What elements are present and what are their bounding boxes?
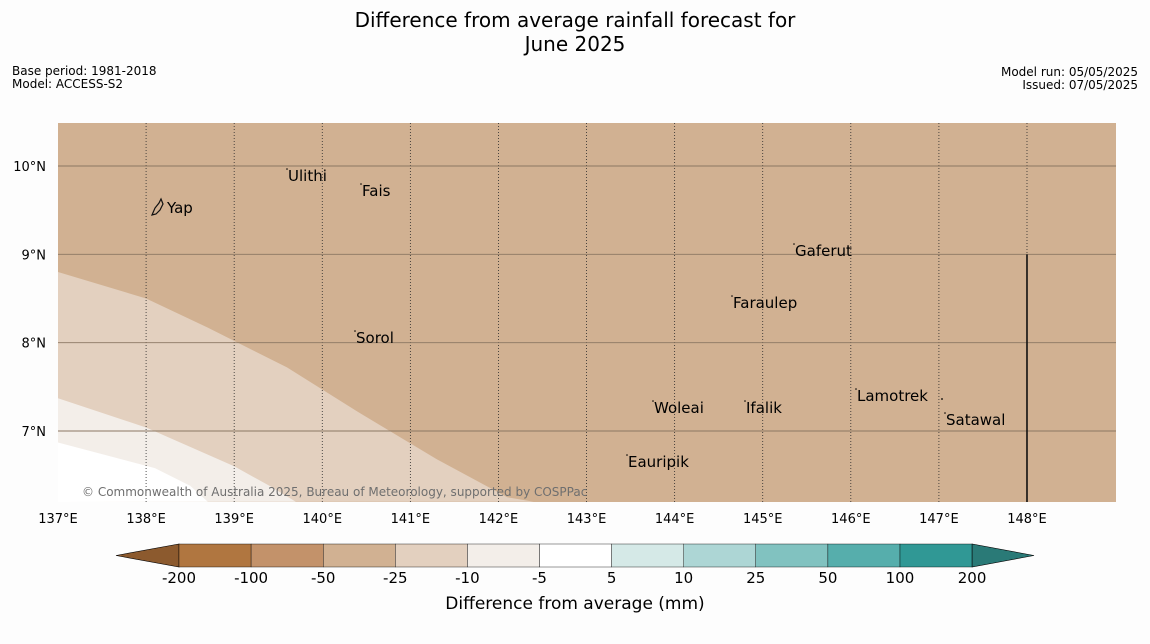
lon-tick-label: 138°E bbox=[126, 512, 166, 527]
colorbar-tick-label: -100 bbox=[234, 569, 268, 587]
colorbar-tick-label: -10 bbox=[455, 569, 480, 587]
island-dot bbox=[731, 295, 733, 297]
colorbar-tick-label: -50 bbox=[311, 569, 336, 587]
colorbar-label: Difference from average (mm) bbox=[445, 594, 705, 614]
base-info: Base period: 1981-2018 Model: ACCESS-S2 bbox=[12, 65, 157, 91]
colorbar-tick-label: 200 bbox=[958, 569, 987, 587]
island-dot bbox=[286, 168, 288, 170]
place-label-woleai: Woleai bbox=[654, 399, 704, 417]
island-dot bbox=[941, 398, 943, 400]
colorbar-segment bbox=[395, 543, 468, 568]
colorbar-tick-label: -200 bbox=[162, 569, 196, 587]
lon-tick-label: 137°E bbox=[38, 512, 78, 527]
lon-tick-label: 147°E bbox=[919, 512, 959, 527]
lon-tick-label: 140°E bbox=[303, 512, 343, 527]
issued-date: Issued: 07/05/2025 bbox=[1022, 78, 1138, 92]
lon-tick-label: 146°E bbox=[831, 512, 871, 527]
colorbar-segment bbox=[827, 543, 901, 568]
colorbar-segment bbox=[250, 543, 324, 568]
yap-island-outline bbox=[150, 197, 164, 216]
place-label-yap: Yap bbox=[166, 199, 193, 217]
place-label-ifalik: Ifalik bbox=[746, 399, 782, 417]
place-label-lamotrek: Lamotrek bbox=[857, 387, 928, 405]
place-labels: Yap Ulithi Fais Gaferut Faraulep Sorol Woleai I… bbox=[166, 167, 1005, 471]
lat-tick-label: 7°N bbox=[22, 425, 47, 440]
island-dot bbox=[744, 400, 746, 402]
colorbar-tick-label: 50 bbox=[818, 569, 837, 587]
island-dot bbox=[626, 454, 628, 456]
colorbar-min-arrow bbox=[115, 543, 180, 568]
colorbar-tick-label: 100 bbox=[886, 569, 915, 587]
colorbar-segment bbox=[323, 543, 396, 568]
title-line-1: Difference from average rainfall forecas… bbox=[354, 8, 796, 32]
place-label-fais: Fais bbox=[362, 182, 391, 200]
band-white bbox=[58, 442, 208, 502]
lon-tick-label: 141°E bbox=[391, 512, 431, 527]
colorbar-tick-label: -5 bbox=[532, 569, 547, 587]
colorbar-segment bbox=[899, 543, 973, 568]
place-label-ulithi: Ulithi bbox=[288, 167, 327, 185]
colorbar-segment bbox=[683, 543, 757, 568]
place-label-faraulep: Faraulep bbox=[733, 294, 797, 312]
model-run: Model run: 05/05/2025 bbox=[1000, 65, 1138, 79]
lat-tick-label: 10°N bbox=[13, 160, 46, 175]
longitude-tick-labels: 137°E 138°E 139°E 140°E 141°E 142°E 143°E 144°E… bbox=[38, 512, 1047, 527]
island-dot bbox=[360, 183, 362, 185]
base-period: Base period: 1981-2018 bbox=[12, 64, 157, 78]
island-dot bbox=[944, 412, 946, 414]
latitude-tick-labels: 10°N 9°N 8°N 7°N bbox=[13, 160, 46, 440]
lat-tick-label: 9°N bbox=[22, 248, 47, 263]
lon-tick-label: 144°E bbox=[655, 512, 695, 527]
map-title: Difference from average rainfall forecas… bbox=[0, 8, 1150, 56]
run-info: Model run: 05/05/2025 Issued: 07/05/2025 bbox=[1001, 66, 1138, 92]
place-label-sorol: Sorol bbox=[356, 329, 394, 347]
model-name: Model: ACCESS-S2 bbox=[12, 77, 124, 91]
place-label-gaferut: Gaferut bbox=[795, 242, 852, 260]
colorbar-segment bbox=[467, 543, 540, 568]
island-dot bbox=[652, 400, 654, 402]
place-label-satawal: Satawal bbox=[946, 411, 1005, 429]
map-plot-area: Yap Ulithi Fais Gaferut Faraulep Sorol Woleai I… bbox=[58, 123, 1116, 502]
lat-tick-label: 8°N bbox=[22, 337, 47, 352]
lon-tick-label: 143°E bbox=[567, 512, 607, 527]
colorbar-tick-label: -25 bbox=[383, 569, 408, 587]
lon-tick-label: 148°E bbox=[1007, 512, 1047, 527]
island-dot bbox=[855, 388, 857, 390]
lon-tick-label: 139°E bbox=[214, 512, 254, 527]
place-label-eauripik: Eauripik bbox=[628, 453, 689, 471]
title-line-2: June 2025 bbox=[524, 32, 626, 56]
colorbar-tick-label: 5 bbox=[607, 569, 617, 587]
colorbar-max-arrow bbox=[971, 543, 1035, 568]
colorbar-segment bbox=[539, 543, 612, 568]
colorbar-tick-label: 25 bbox=[746, 569, 765, 587]
colorbar-segment bbox=[755, 543, 829, 568]
lon-tick-label: 142°E bbox=[479, 512, 519, 527]
lon-tick-label: 145°E bbox=[743, 512, 783, 527]
island-dot bbox=[354, 330, 356, 332]
copyright-text: © Commonwealth of Australia 2025, Bureau… bbox=[82, 485, 587, 499]
island-dot bbox=[793, 243, 795, 245]
colorbar-segment bbox=[611, 543, 684, 568]
colorbar: -200 -100 -50 -25 -10 -5 5 10 25 50 100 200 bbox=[115, 543, 1035, 587]
colorbar-tick-label: 10 bbox=[674, 569, 693, 587]
colorbar-segment bbox=[178, 543, 252, 568]
